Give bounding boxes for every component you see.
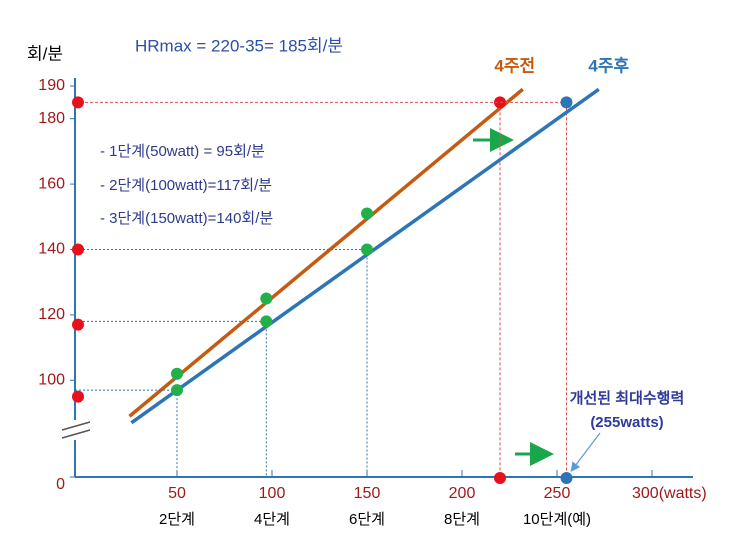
annotation: HRmax = 220-35= 185회/분 bbox=[135, 36, 343, 55]
point bbox=[72, 390, 84, 403]
x-tick-label: 300(watts) bbox=[632, 485, 707, 502]
y-tick-label: 140 bbox=[38, 241, 65, 258]
annotation: 개선된 최대수행력 bbox=[570, 389, 685, 407]
annotation: (255watts) bbox=[590, 414, 663, 431]
y-tick-label: 0 bbox=[56, 476, 65, 493]
axis-break bbox=[61, 429, 91, 439]
x-marker bbox=[494, 472, 506, 484]
point bbox=[260, 315, 273, 328]
x-marker bbox=[560, 472, 573, 484]
y-tick-label: 180 bbox=[38, 110, 65, 127]
x-tick-label: 200 bbox=[449, 485, 476, 502]
point bbox=[560, 96, 573, 109]
series-line bbox=[128, 87, 524, 418]
stage-label: 2단계 bbox=[159, 511, 195, 528]
legend-label: 4주전 bbox=[494, 56, 535, 75]
x-tick-label: 100 bbox=[259, 485, 286, 502]
y-tick-label: 160 bbox=[38, 175, 65, 192]
axis-break bbox=[61, 421, 91, 431]
y-tick-label: 190 bbox=[38, 77, 65, 94]
stage-label: 6단계 bbox=[349, 511, 385, 528]
point bbox=[171, 384, 183, 397]
point bbox=[72, 318, 84, 331]
callout-arrow bbox=[570, 432, 601, 472]
annotation: - 1단계(50watt) = 95회/분 bbox=[100, 143, 265, 160]
stage-label: 8단계 bbox=[444, 511, 480, 528]
series-line bbox=[130, 87, 600, 425]
point bbox=[72, 96, 84, 109]
x-tick-label: 150 bbox=[354, 485, 381, 502]
point bbox=[72, 243, 84, 256]
x-tick-label: 50 bbox=[168, 485, 186, 502]
annotation: - 2단계(100watt)=117회/분 bbox=[100, 177, 272, 194]
point bbox=[361, 243, 373, 256]
point bbox=[171, 367, 183, 380]
point bbox=[260, 292, 273, 305]
legend-label: 4주후 bbox=[588, 55, 629, 75]
stage-label: 10단계(예) bbox=[523, 511, 591, 528]
stage-label: 4단계 bbox=[254, 511, 290, 528]
y-tick-label: 120 bbox=[38, 306, 65, 323]
x-tick-label: 250 bbox=[544, 485, 571, 502]
y-tick-label: 100 bbox=[38, 371, 65, 388]
y-label: 회/분 bbox=[27, 44, 63, 63]
annotation: - 3단계(150watt)=140회/분 bbox=[100, 210, 273, 227]
point bbox=[361, 207, 373, 220]
